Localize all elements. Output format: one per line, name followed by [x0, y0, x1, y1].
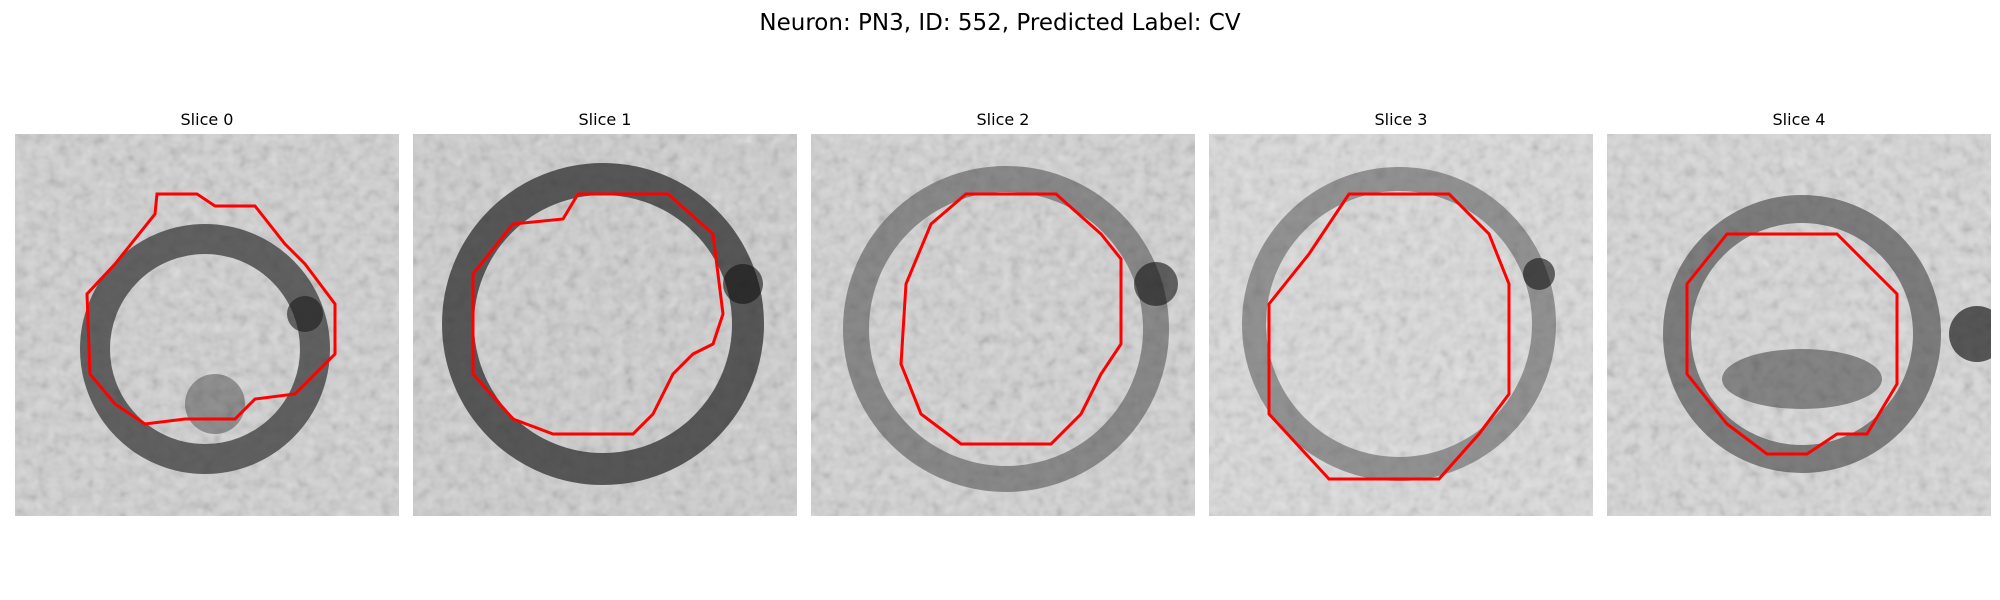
membrane-ring: [80, 224, 330, 474]
slice-1-image: [413, 134, 797, 516]
panel-title-slice-3: Slice 3: [1374, 110, 1428, 129]
panel-title-slice-1: Slice 1: [578, 110, 632, 129]
slice-3-image: [1209, 134, 1593, 516]
membrane-ring: [1242, 167, 1556, 481]
segmentation-contour: [899, 192, 1123, 446]
membrane-ring: [1663, 195, 1941, 473]
slice-4-image: [1607, 134, 1991, 516]
slice-0-image: [15, 134, 399, 516]
segmentation-contour: [1267, 192, 1511, 481]
membrane-ring: [442, 163, 764, 485]
panel-title-slice-2: Slice 2: [976, 110, 1030, 129]
slice-2-image: [811, 134, 1195, 516]
figure-title: Neuron: PN3, ID: 552, Predicted Label: C…: [759, 10, 1241, 36]
panel-title-slice-4: Slice 4: [1772, 110, 1826, 129]
segmentation-contour: [85, 192, 337, 426]
segmentation-contour: [471, 192, 725, 436]
panel-title-slice-0: Slice 0: [180, 110, 234, 129]
membrane-ring: [843, 166, 1169, 492]
segmentation-contour: [1685, 232, 1899, 456]
